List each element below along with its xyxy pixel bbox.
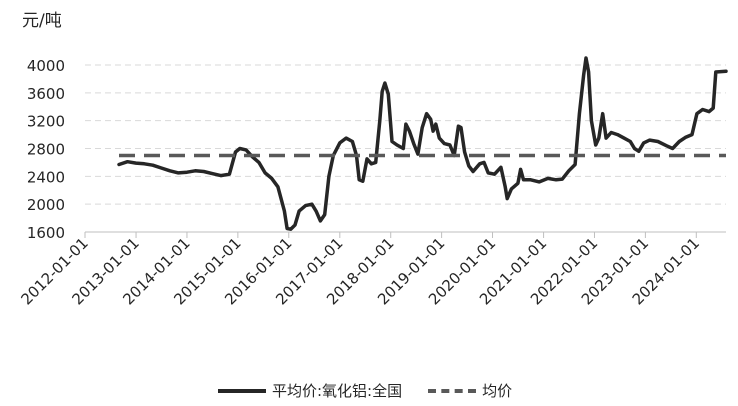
- legend-swatch-solid: [218, 388, 266, 393]
- series-line-alumina-price: [117, 56, 728, 231]
- y-tick-label: 2400: [27, 168, 65, 186]
- y-tick-labels: 1600 2000 2400 2800 3200 3600 4000: [27, 57, 65, 242]
- gridlines: [85, 64, 726, 205]
- y-tick-label: 3600: [27, 85, 65, 103]
- x-tick-labels: 2012-01-012013-01-012014-01-012015-01-01…: [17, 232, 703, 308]
- legend-label-series-1: 平均价:氧化铝:全国: [272, 382, 403, 400]
- y-tick-label: 2000: [27, 196, 65, 214]
- y-tick-label: 1600: [27, 224, 65, 242]
- legend-label-series-2: 均价: [482, 382, 513, 400]
- legend: 平均价:氧化铝:全国 均价: [218, 380, 538, 401]
- y-tick-label: 2800: [27, 141, 65, 159]
- series-lines: [117, 56, 728, 231]
- y-axis-unit-label: 元/吨: [22, 11, 62, 31]
- legend-item-series-2: 均价: [428, 380, 512, 401]
- legend-swatch-dashed: [428, 388, 477, 393]
- legend-item-series-1: 平均价:氧化铝:全国: [218, 380, 402, 401]
- y-tick-label: 4000: [27, 57, 65, 75]
- y-tick-label: 3200: [27, 113, 65, 131]
